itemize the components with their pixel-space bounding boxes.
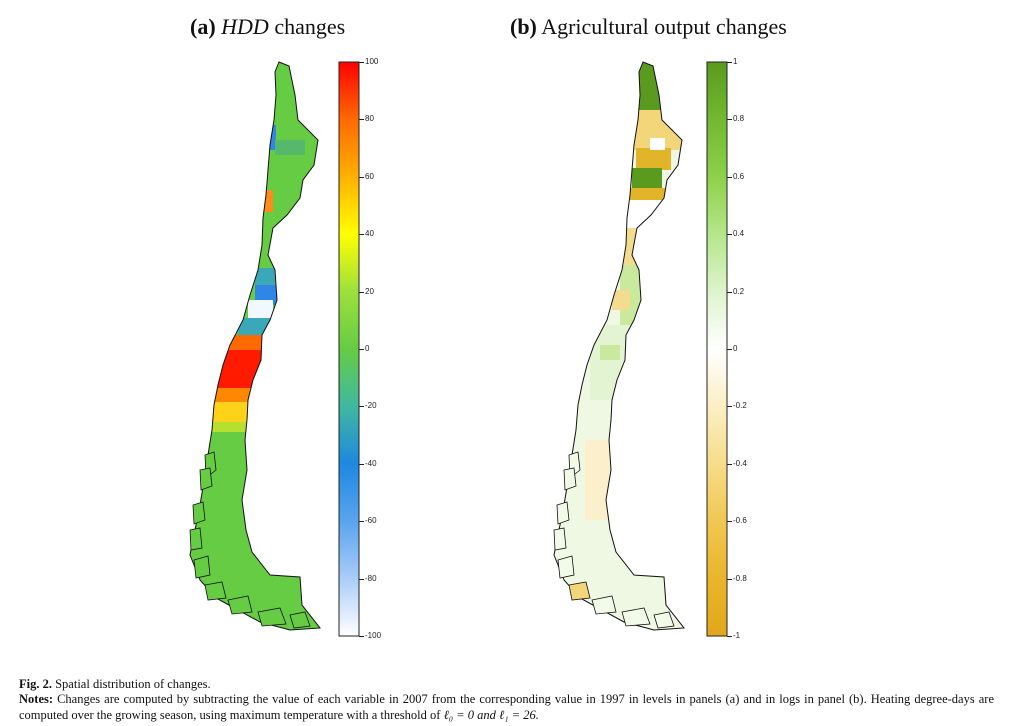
colorbar-a-tick-label: 0 [365,344,370,353]
colorbar-b-tick-mark [727,636,732,637]
colorbar-a-tick-label: -100 [365,631,382,640]
notes-label: Notes: [19,692,54,706]
colorbar-b-tick-label: -0.8 [733,574,747,583]
colorbar-a-tick-mark [359,579,364,580]
colorbar-a-tick-mark [359,62,364,63]
map-a-region-orange-top [225,335,265,353]
map-b-region-north-white [650,138,665,150]
colorbar-b-tick-mark [727,62,732,63]
map-a-region-north-blue [262,125,276,150]
caption-label: Fig. 2. [19,677,52,691]
colorbar-b-tick-mark [727,579,732,580]
panel-b-title: (b) Agricultural output changes [510,14,787,40]
map-a-region-central-teal [255,268,275,288]
colorbar-a-tick-label: 60 [365,172,374,181]
colorbar-b-tick-label: 1 [733,57,738,66]
map-a-outline [189,61,321,631]
panel-a-variable: HDD [221,14,269,39]
map-b-region-north-gold [636,148,671,170]
colorbar-b-tick-mark [727,234,732,235]
notes-text: Changes are computed by subtracting the … [19,692,995,722]
colorbar-a-tick-label: 40 [365,229,374,238]
colorbar-b-tick-mark [727,464,732,465]
colorbar-a-tick-label: -80 [365,574,377,583]
colorbar-a-tick-mark [359,234,364,235]
colorbar-a-tick-label: 100 [365,57,379,66]
colorbar-b-tick-label: -0.6 [733,516,747,525]
colorbar-b-tick-label: -1 [733,631,741,640]
colorbar-a-tick-label: -60 [365,516,377,525]
map-a-region-central-white [248,300,273,320]
panel-a-title-rest: changes [274,14,346,39]
colorbar-a-tick-mark [359,521,364,522]
colorbar-b-tick-label: 0.6 [733,172,745,181]
colorbar-a-tick-label: -20 [365,401,377,410]
notes-math: ℓ₀ = 0 and ℓ₁ = 26. [443,708,539,722]
colorbar-b-tick-label: 0.8 [733,114,745,123]
colorbar-b-tick-label: 0.4 [733,229,745,238]
colorbar-b-tick-mark [727,177,732,178]
map-b-region-central-green-spot [600,345,620,360]
panel-a-title: (a) HDD changes [190,14,345,40]
map-b-outline [553,61,685,631]
colorbar-a-tick-mark [359,119,364,120]
colorbar-b-tick-mark [727,406,732,407]
figure-caption: Fig. 2. Spatial distribution of changes. [19,676,211,692]
panel-b-label: (b) [510,14,537,39]
colorbar-a-tick-mark [359,406,364,407]
colorbar-a-tick-mark [359,177,364,178]
map-b-region-north-green [632,168,662,190]
map-a-region-north-teal [275,140,305,155]
colorbar-b [706,61,728,637]
colorbar-a-tick-label: 80 [365,114,374,123]
colorbar-a-tick-label: 20 [365,287,374,296]
panel-a-label: (a) [190,14,216,39]
colorbar-b-tick-label: 0 [733,344,738,353]
map-b-region-far-north [630,62,680,113]
map-b-region-central-gold-spot [612,290,630,310]
colorbar-a [338,61,360,637]
map-a-region-yellowgreen [200,422,255,432]
colorbar-b-tick-label: -0.2 [733,401,747,410]
colorbar-a-tick-mark [359,349,364,350]
colorbar-b-tick-mark [727,521,732,522]
panel-b-title-text: Agricultural output changes [541,14,787,39]
map-a-region-central-teal2 [238,318,273,336]
map-a-region-orange [210,388,255,403]
colorbar-b-tick-mark [727,292,732,293]
map-a-region-yellow [205,402,255,424]
colorbar-b-tick-label: 0.2 [733,287,745,296]
map-a-region-red [218,350,263,390]
map-b-region-north-central [624,228,654,268]
colorbar-a-tick-label: -40 [365,459,377,468]
colorbar-a-tick-mark [359,292,364,293]
caption-text: Spatial distribution of changes. [55,677,211,691]
map-b-islands [553,451,675,629]
colorbar-a-tick-mark [359,464,364,465]
colorbar-a-tick-mark [359,636,364,637]
map-b-region-north-gold2 [628,188,668,200]
colorbar-b-tick-label: -0.4 [733,459,747,468]
map-a-islands [189,451,311,629]
colorbar-b-tick-mark [727,349,732,350]
colorbar-b-tick-mark [727,119,732,120]
figure-notes: Notes: Changes are computed by subtracti… [19,691,994,723]
